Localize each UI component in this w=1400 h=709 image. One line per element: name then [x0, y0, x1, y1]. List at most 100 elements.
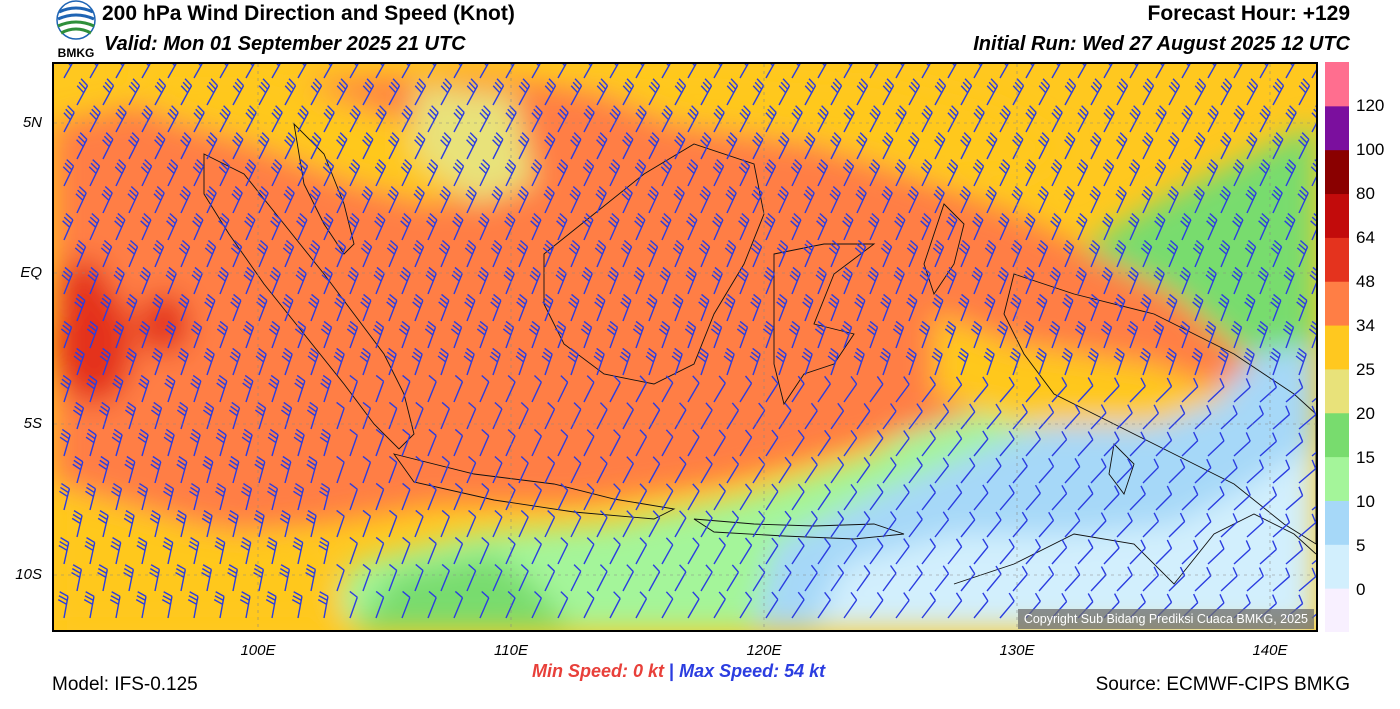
wind-barb [479, 374, 490, 403]
wind-barb [336, 132, 348, 160]
wind-barb [853, 347, 865, 376]
wind-barb [1128, 159, 1141, 187]
colorbar-label-100: 100 [1356, 140, 1385, 159]
wind-barb [1258, 159, 1271, 187]
wind-barb [1024, 159, 1037, 187]
wind-barb [1297, 186, 1309, 214]
wind-barb [869, 376, 884, 403]
wind-barb [349, 105, 361, 133]
wind-barb [945, 266, 957, 295]
wind-barb [463, 347, 475, 376]
wind-barb [267, 482, 279, 511]
wind-barb [619, 347, 631, 376]
wind-barb [305, 510, 317, 538]
wind-barb [465, 186, 477, 214]
lon-label-120e: 120E [746, 642, 782, 659]
wind-barb [154, 78, 167, 106]
wind-barb [284, 78, 297, 106]
wind-barb [191, 266, 203, 295]
wind-barb [320, 374, 332, 403]
wind-barb [908, 565, 923, 592]
wind-barb [154, 132, 166, 160]
wind-barb [453, 590, 464, 619]
wind-barb [999, 592, 1015, 619]
wind-barb [437, 347, 449, 376]
wind-barb [971, 266, 983, 295]
wind-barb [593, 347, 605, 376]
wind-barb [856, 565, 871, 592]
wind-barb [830, 456, 845, 484]
wind-barb [215, 428, 227, 457]
wind-barb [271, 64, 284, 79]
wind-barb [375, 590, 385, 619]
wind-barb [74, 239, 87, 268]
wind-barb [1181, 485, 1199, 511]
wind-barb [817, 429, 831, 457]
wind-barb [189, 428, 201, 457]
wind-barb [1219, 186, 1231, 214]
wind-barb [180, 78, 193, 106]
wind-barb [934, 78, 947, 106]
wind-barb [1220, 132, 1232, 160]
wind-barb [1142, 512, 1160, 538]
wind-barb [271, 105, 283, 133]
wind-barb [109, 591, 121, 619]
wind-barb [204, 239, 217, 268]
wind-barb [933, 186, 945, 214]
wind-barb [99, 347, 111, 376]
wind-barb [453, 374, 464, 403]
wind-barb [607, 266, 619, 295]
lat-label-10s: 10S [15, 566, 42, 583]
wind-barb [817, 105, 829, 133]
wind-barb [750, 293, 762, 322]
wind-barb [855, 186, 867, 214]
wind-barb [843, 375, 858, 403]
wind-barb [1194, 404, 1212, 430]
wind-barb [570, 402, 582, 430]
wind-barb [713, 64, 726, 79]
wind-barb [684, 320, 697, 349]
wind-barb [528, 320, 541, 349]
wind-barb [1089, 186, 1101, 214]
wind-barb [1311, 441, 1316, 457]
wind-barb [319, 428, 331, 457]
wind-barb [582, 212, 594, 241]
wind-barb [1298, 459, 1316, 484]
wind-barb [295, 266, 307, 295]
wind-barb [401, 590, 411, 619]
wind-barb [699, 186, 711, 214]
wind-barb [778, 132, 790, 160]
wind-barb [503, 266, 515, 295]
wind-barb [531, 483, 542, 511]
wind-barb [1116, 512, 1133, 538]
wind-barb [568, 293, 580, 322]
wind-barb [1233, 540, 1251, 565]
wind-barb [1218, 239, 1231, 268]
wind-barb [529, 266, 541, 295]
wind-barb [817, 537, 831, 565]
wind-barb [918, 320, 931, 349]
wind-barb [1233, 432, 1251, 457]
wind-barb [1246, 132, 1258, 160]
wind-barb [123, 564, 135, 592]
wind-barb [882, 132, 894, 160]
wind-barb [1100, 320, 1113, 349]
wind-barb [672, 293, 684, 322]
wind-barb [895, 592, 910, 619]
wind-barb [908, 457, 923, 484]
wind-barb [1141, 186, 1153, 214]
wind-barb [372, 320, 385, 349]
wind-barb [375, 536, 385, 565]
wind-barb [646, 239, 659, 268]
wind-barb [1232, 159, 1245, 187]
colorbar-label-20: 20 [1356, 404, 1375, 423]
wind-barb [88, 159, 101, 187]
wind-barb [59, 428, 71, 457]
wind-barb [1012, 565, 1028, 592]
wind-barb [479, 590, 490, 619]
wind-barb [958, 293, 970, 322]
wind-barb [906, 293, 918, 322]
wind-barb [1192, 293, 1204, 322]
wind-barb [672, 239, 685, 268]
wind-barb [347, 266, 359, 295]
